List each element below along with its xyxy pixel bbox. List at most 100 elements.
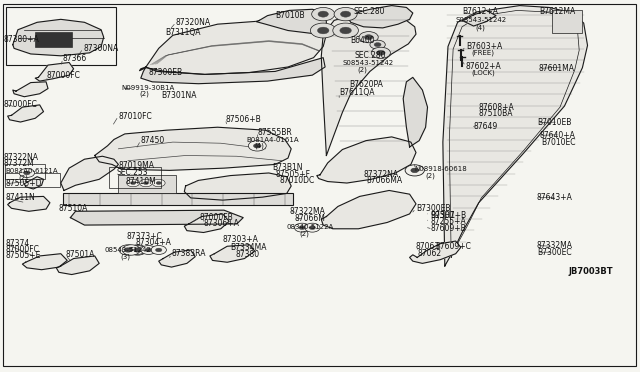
Bar [5, 164, 45, 179]
Text: 87649: 87649 [474, 122, 498, 131]
Circle shape [334, 7, 357, 21]
Text: B73B1N: B73B1N [272, 163, 303, 172]
Circle shape [309, 226, 316, 230]
Text: 87062: 87062 [417, 249, 442, 258]
Circle shape [130, 246, 145, 254]
Text: S08543-51242: S08543-51242 [342, 60, 394, 66]
Circle shape [359, 32, 378, 43]
Text: JB7003BT: JB7003BT [568, 267, 613, 276]
Circle shape [156, 248, 162, 252]
Text: (2): (2) [140, 90, 149, 97]
Text: B081A4-0161A: B081A4-0161A [246, 137, 299, 142]
Text: (4): (4) [255, 143, 264, 150]
Polygon shape [70, 210, 243, 225]
Circle shape [134, 248, 141, 252]
Bar [63, 193, 293, 205]
Text: 87601MA: 87601MA [539, 64, 575, 73]
Bar [552, 10, 582, 33]
Text: 87000FC: 87000FC [5, 246, 39, 254]
Text: 87000FC: 87000FC [3, 100, 37, 109]
Text: 87372NA: 87372NA [364, 170, 399, 179]
Text: B7603+A: B7603+A [466, 42, 502, 51]
Polygon shape [321, 190, 416, 229]
Polygon shape [184, 214, 229, 232]
Text: 87322MA: 87322MA [289, 207, 325, 216]
Text: B7010EB: B7010EB [538, 118, 572, 127]
Circle shape [340, 27, 351, 34]
Polygon shape [256, 9, 326, 34]
Text: 87643+A: 87643+A [536, 193, 572, 202]
Text: 87332MA: 87332MA [536, 241, 572, 250]
Text: (2): (2) [18, 174, 28, 181]
Circle shape [143, 182, 148, 185]
Circle shape [370, 40, 385, 49]
Text: B7301NA: B7301NA [161, 92, 196, 100]
Text: 87501A: 87501A [65, 250, 95, 259]
Circle shape [24, 171, 30, 175]
Text: (FREE): (FREE) [471, 49, 494, 56]
Text: 87510A: 87510A [59, 204, 88, 213]
Text: B7010B: B7010B [275, 11, 305, 20]
Bar [6, 7, 116, 65]
Polygon shape [95, 127, 291, 170]
Text: SEC.253: SEC.253 [116, 168, 148, 177]
Polygon shape [210, 245, 255, 262]
Circle shape [119, 245, 137, 255]
Circle shape [310, 23, 336, 38]
Polygon shape [317, 137, 416, 183]
Circle shape [294, 223, 310, 232]
Polygon shape [184, 173, 291, 200]
Text: B6400: B6400 [351, 36, 375, 45]
Polygon shape [443, 6, 588, 266]
Text: B7620PA: B7620PA [349, 80, 383, 89]
Polygon shape [13, 82, 48, 97]
Circle shape [141, 246, 156, 254]
Polygon shape [462, 10, 496, 26]
Text: 87608+A: 87608+A [479, 103, 515, 112]
Text: (4): (4) [475, 24, 484, 31]
Text: 995H1: 995H1 [430, 211, 455, 220]
Circle shape [248, 141, 266, 151]
Text: 87450: 87450 [141, 136, 165, 145]
Text: 87373+C: 87373+C [127, 232, 163, 241]
Polygon shape [140, 20, 326, 74]
Circle shape [405, 165, 424, 176]
Text: 08340-5122A: 08340-5122A [287, 224, 334, 230]
Bar [5, 173, 60, 187]
Text: 87300NA: 87300NA [83, 44, 118, 53]
Polygon shape [56, 256, 99, 275]
Polygon shape [8, 196, 50, 211]
Bar [35, 32, 72, 46]
Text: (LOCK): (LOCK) [471, 70, 495, 76]
Circle shape [156, 182, 161, 185]
Text: 87019MA: 87019MA [118, 161, 154, 170]
Text: 08543-51242: 08543-51242 [104, 247, 151, 253]
Text: N08918-60618: N08918-60618 [415, 166, 467, 172]
Text: 87000FB: 87000FB [200, 213, 234, 222]
Text: S: S [129, 247, 133, 253]
Text: B7010EC: B7010EC [541, 138, 575, 147]
Text: 87366: 87366 [63, 54, 87, 63]
Text: B7334MA: B7334MA [230, 243, 267, 252]
Circle shape [411, 168, 419, 173]
Text: B7611QA: B7611QA [339, 89, 374, 97]
Text: 87300EB: 87300EB [148, 68, 182, 77]
Text: B7307+B: B7307+B [430, 211, 466, 219]
Text: 87383RA: 87383RA [172, 249, 206, 258]
Polygon shape [35, 62, 74, 81]
Text: 87066MA: 87066MA [366, 176, 402, 185]
Circle shape [127, 179, 140, 187]
Text: 87640+A: 87640+A [540, 131, 575, 140]
Text: 87322NA: 87322NA [3, 153, 38, 162]
Text: 87304+A: 87304+A [136, 238, 172, 247]
Text: B7300EB: B7300EB [416, 204, 451, 213]
Text: 87411N: 87411N [5, 193, 35, 202]
Text: 87306+A: 87306+A [204, 219, 239, 228]
Polygon shape [61, 156, 118, 190]
Text: 87374: 87374 [5, 239, 29, 248]
Text: S08543-51242: S08543-51242 [456, 17, 507, 23]
Text: 87303+A: 87303+A [223, 235, 259, 244]
Text: 87010FC: 87010FC [118, 112, 152, 121]
Text: 87555BR: 87555BR [258, 128, 292, 137]
Text: 87320NA: 87320NA [176, 18, 211, 27]
